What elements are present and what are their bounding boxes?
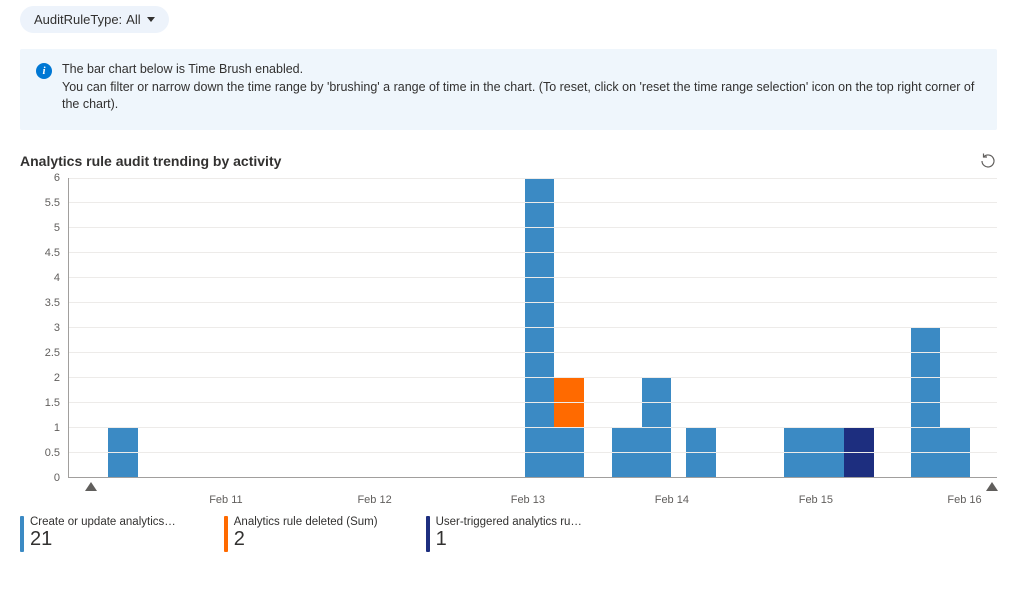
legend-value: 2 — [234, 528, 378, 550]
gridline — [69, 178, 997, 179]
legend-item[interactable]: User-triggered analytics ru…1 — [426, 516, 582, 552]
legend-swatch — [426, 516, 430, 552]
info-line-2: You can filter or narrow down the time r… — [62, 79, 981, 114]
y-tick: 3.5 — [20, 297, 68, 309]
legend-value: 1 — [436, 528, 582, 550]
filter-label: AuditRuleType: — [34, 12, 122, 27]
y-tick: 5.5 — [20, 197, 68, 209]
info-text: The bar chart below is Time Brush enable… — [62, 61, 981, 114]
y-tick: 2.5 — [20, 347, 68, 359]
info-icon: i — [36, 63, 52, 79]
y-tick: 0.5 — [20, 447, 68, 459]
x-tick: Feb 16 — [947, 494, 981, 506]
y-tick: 2 — [20, 372, 68, 384]
legend-label: User-triggered analytics ru… — [436, 516, 582, 528]
legend-swatch — [20, 516, 24, 552]
legend-label: Analytics rule deleted (Sum) — [234, 516, 378, 528]
gridline — [69, 402, 997, 403]
x-tick: Feb 13 — [511, 494, 545, 506]
legend-label: Create or update analytics… — [30, 516, 176, 528]
bar-chart[interactable]: 00.511.522.533.544.555.56 — [20, 178, 997, 478]
y-tick: 4.5 — [20, 247, 68, 259]
x-axis: Feb 11 Feb 12 Feb 13 Feb 14 Feb 15 Feb 16 — [68, 480, 997, 510]
x-tick: Feb 14 — [655, 494, 689, 506]
info-line-1: The bar chart below is Time Brush enable… — [62, 61, 981, 79]
y-tick: 1 — [20, 422, 68, 434]
x-tick: Feb 12 — [357, 494, 391, 506]
plot-area[interactable] — [68, 178, 997, 478]
legend-item[interactable]: Create or update analytics…21 — [20, 516, 176, 552]
y-tick: 3 — [20, 322, 68, 334]
y-tick: 6 — [20, 172, 68, 184]
gridline — [69, 202, 997, 203]
brush-handle-right[interactable] — [986, 482, 998, 491]
y-tick: 5 — [20, 222, 68, 234]
gridline — [69, 352, 997, 353]
y-axis: 00.511.522.533.544.555.56 — [20, 178, 68, 478]
gridline — [69, 452, 997, 453]
info-banner: i The bar chart below is Time Brush enab… — [20, 49, 997, 130]
legend-item[interactable]: Analytics rule deleted (Sum)2 — [224, 516, 378, 552]
legend: Create or update analytics…21Analytics r… — [20, 516, 997, 552]
gridline — [69, 327, 997, 328]
legend-swatch — [224, 516, 228, 552]
gridline — [69, 427, 997, 428]
x-tick: Feb 15 — [799, 494, 833, 506]
filter-pill-audit-rule-type[interactable]: AuditRuleType: All — [20, 6, 169, 33]
gridline — [69, 302, 997, 303]
y-tick: 1.5 — [20, 397, 68, 409]
chart-title: Analytics rule audit trending by activit… — [20, 153, 281, 169]
x-tick: Feb 11 — [209, 494, 242, 506]
filter-value: All — [126, 12, 140, 27]
brush-handle-left[interactable] — [85, 482, 97, 491]
chevron-down-icon — [147, 17, 155, 22]
y-tick: 4 — [20, 272, 68, 284]
gridline — [69, 377, 997, 378]
legend-value: 21 — [30, 528, 176, 550]
gridline — [69, 277, 997, 278]
reset-time-range-icon[interactable] — [979, 152, 997, 170]
gridline — [69, 252, 997, 253]
gridline — [69, 227, 997, 228]
y-tick: 0 — [20, 472, 68, 484]
